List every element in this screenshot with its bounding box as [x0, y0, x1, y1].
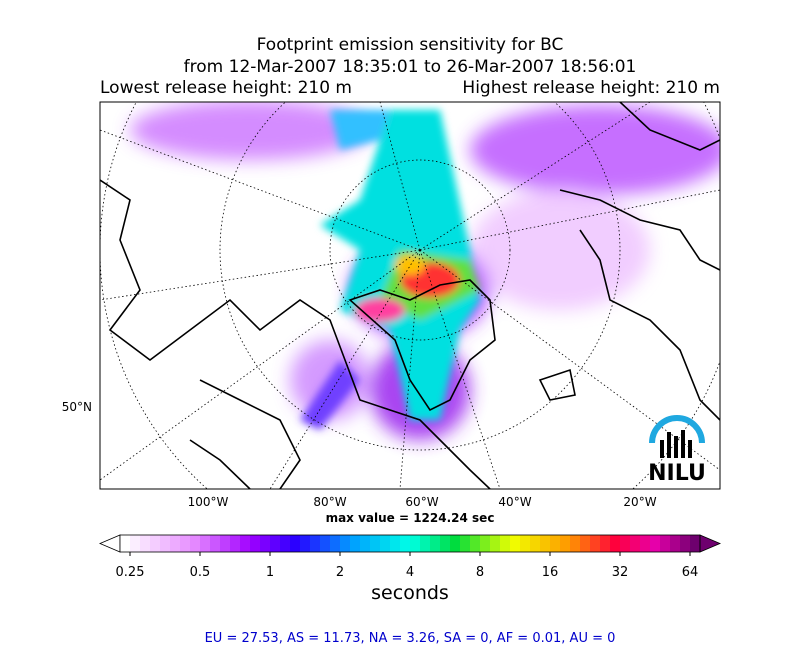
colorbar-cell — [330, 535, 341, 552]
max-value: max value = 1224.24 sec — [326, 511, 495, 525]
colorbar-cell — [480, 535, 491, 552]
colorbar-cell — [320, 535, 331, 552]
lon-label: 80°W — [313, 495, 346, 509]
colorbar-cell — [200, 535, 211, 552]
lon-label: 60°W — [405, 495, 438, 509]
colorbar-cell — [520, 535, 531, 552]
colorbar-cell — [220, 535, 231, 552]
colorbar-cell — [600, 535, 611, 552]
colorbar-cell — [690, 535, 701, 552]
lat-label: 50°N — [62, 400, 92, 414]
colorbar-cell — [250, 535, 261, 552]
colorbar-tick-label: 32 — [612, 565, 629, 580]
colorbar-cell — [270, 535, 281, 552]
colorbar-cell — [360, 535, 371, 552]
colorbar-cell — [230, 535, 241, 552]
colorbar-extend-high — [699, 534, 722, 553]
colorbar: 0.25 0.5 1 2 4 8 16 32 64 — [98, 534, 722, 580]
colorbar-extend-low — [98, 534, 121, 553]
colorbar-tick-label: 0.5 — [190, 565, 211, 580]
colorbar-cell — [630, 535, 641, 552]
colorbar-tick-label: 8 — [476, 565, 484, 580]
colorbar-cell — [210, 535, 221, 552]
colorbar-cell — [500, 535, 511, 552]
colorbar-cell — [180, 535, 191, 552]
colorbar-cell — [460, 535, 471, 552]
title-line: from 12-Mar-2007 18:35:01 to 26-Mar-2007… — [184, 57, 637, 77]
colorbar-cell — [400, 535, 411, 552]
colorbar-cell — [190, 535, 201, 552]
highest-release: Highest release height: 210 m — [462, 78, 720, 98]
colorbar-cell — [550, 535, 561, 552]
colorbar-cell — [470, 535, 481, 552]
logo: NILU — [648, 415, 706, 486]
colorbar-cell — [420, 535, 431, 552]
lowest-release: Lowest release height: 210 m — [100, 78, 352, 98]
colorbar-cell — [530, 535, 541, 552]
colorbar-tick-label: 16 — [542, 565, 559, 580]
colorbar-cell — [650, 535, 661, 552]
colorbar-tick-label: 2 — [336, 565, 344, 580]
colorbar-cell — [380, 535, 391, 552]
colorbar-tick-label: 1 — [266, 565, 274, 580]
colorbar-cell — [430, 535, 441, 552]
colorbar-cell — [350, 535, 361, 552]
lon-label: 100°W — [188, 495, 229, 509]
colorbar-cell — [310, 535, 321, 552]
logo-text: NILU — [648, 461, 706, 486]
map: NILU — [100, 102, 720, 489]
colorbar-cell — [150, 535, 161, 552]
colorbar-cell — [280, 535, 291, 552]
colorbar-cell — [160, 535, 171, 552]
colorbar-cell — [170, 535, 181, 552]
colorbar-cell — [240, 535, 251, 552]
colorbar-cell — [290, 535, 301, 552]
colorbar-cell — [390, 535, 401, 552]
colorbar-cell — [610, 535, 621, 552]
colorbar-cell — [410, 535, 421, 552]
colorbar-tick-label: 64 — [682, 565, 699, 580]
colorbar-cell — [580, 535, 591, 552]
colorbar-cell — [450, 535, 461, 552]
map-frame — [99, 101, 721, 490]
colorbar-cell — [570, 535, 581, 552]
colorbar-cell — [490, 535, 501, 552]
colorbar-cell — [640, 535, 651, 552]
colorbar-cell — [680, 535, 691, 552]
colorbar-cell — [260, 535, 271, 552]
colorbar-cell — [590, 535, 601, 552]
colorbar-tick-label: 0.25 — [116, 565, 145, 580]
colorbar-cell — [440, 535, 451, 552]
colorbar-cell — [130, 535, 141, 552]
colorbar-cell — [300, 535, 311, 552]
colorbar-cell — [510, 535, 521, 552]
colorbar-label: seconds — [371, 582, 449, 604]
lon-label: 40°W — [498, 495, 531, 509]
colorbar-cell — [140, 535, 151, 552]
footer: EU = 27.53, AS = 11.73, NA = 3.26, SA = … — [205, 631, 616, 646]
title-line: Footprint emission sensitivity for BC — [257, 35, 564, 55]
colorbar-cell — [620, 535, 631, 552]
colorbar-cell — [670, 535, 681, 552]
colorbar-cell — [660, 535, 671, 552]
colorbar-tick-label: 4 — [406, 565, 414, 580]
colorbar-cell — [370, 535, 381, 552]
colorbar-cell — [120, 535, 131, 552]
lon-label: 20°W — [623, 495, 656, 509]
colorbar-cell — [540, 535, 551, 552]
colorbar-cell — [340, 535, 351, 552]
colorbar-cell — [560, 535, 571, 552]
